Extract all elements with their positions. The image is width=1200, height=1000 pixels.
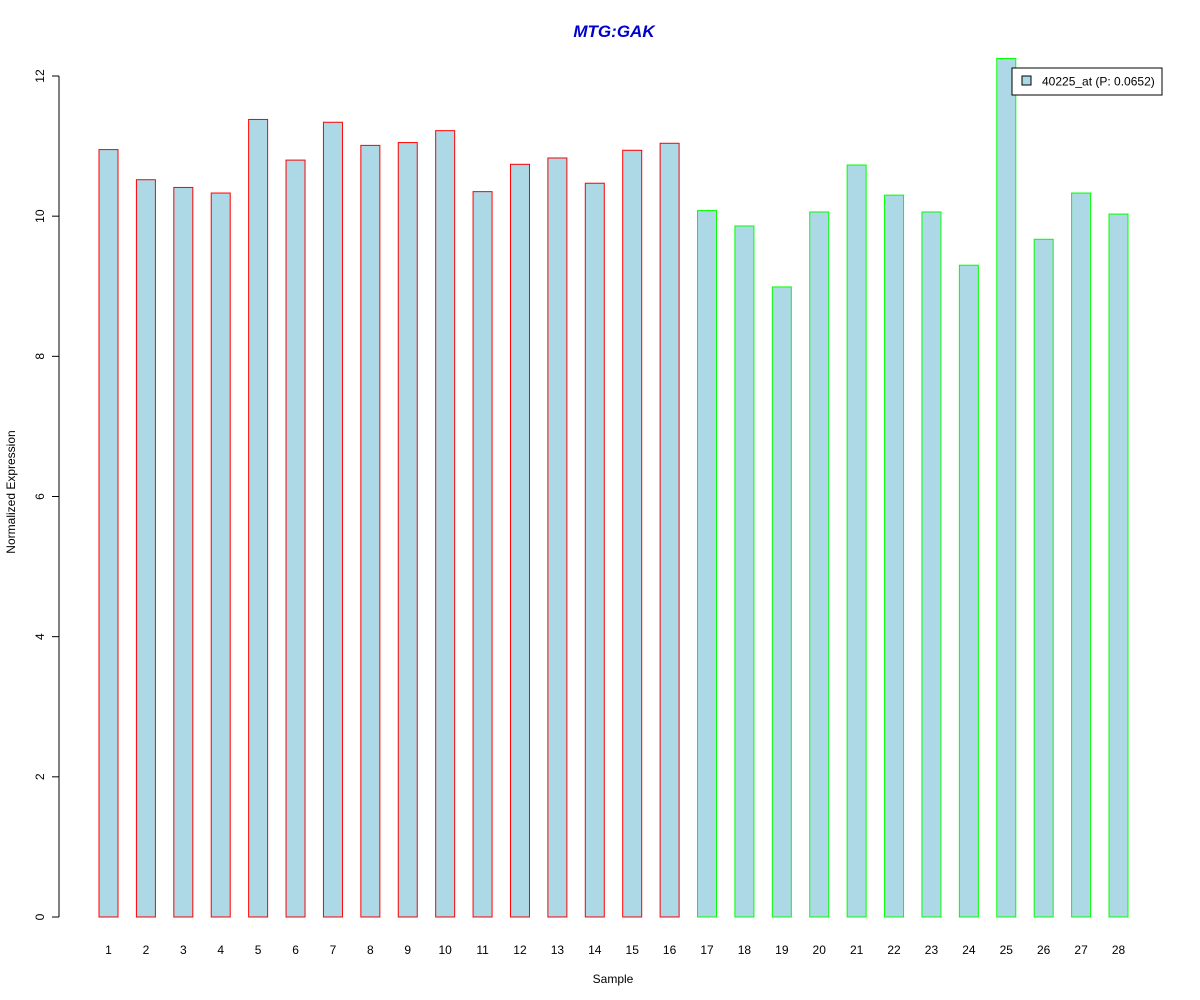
x-tick-label: 1 [105, 943, 112, 957]
x-tick-label: 12 [513, 943, 527, 957]
x-tick-label: 23 [925, 943, 939, 957]
x-tick-label: 27 [1074, 943, 1088, 957]
bar-sample-2 [135, 179, 156, 918]
bar-sample-11 [472, 191, 493, 918]
x-tick-label: 15 [626, 943, 640, 957]
x-tick-label: 19 [775, 943, 789, 957]
y-tick-label: 4 [33, 633, 47, 640]
bar-sample-4 [210, 192, 231, 918]
bar-sample-20 [809, 211, 830, 918]
x-tick-label: 25 [1000, 943, 1014, 957]
bar-sample-7 [322, 121, 343, 918]
bar-sample-16 [659, 142, 680, 918]
x-tick-label: 10 [438, 943, 452, 957]
bar-sample-19 [771, 286, 792, 918]
legend-box [1011, 67, 1163, 96]
y-tick-label: 0 [33, 913, 47, 920]
x-tick-label: 20 [813, 943, 827, 957]
x-tick-label: 4 [217, 943, 224, 957]
x-tick-label: 21 [850, 943, 864, 957]
x-tick-label: 5 [255, 943, 262, 957]
y-tick-label: 10 [33, 209, 47, 223]
bar-sample-1 [98, 149, 119, 918]
bar-sample-8 [360, 144, 381, 918]
bar-sample-24 [958, 264, 979, 918]
x-tick-label: 18 [738, 943, 752, 957]
x-tick-label: 22 [887, 943, 901, 957]
bar-sample-13 [547, 157, 568, 918]
legend-label: 40225_at (P: 0.0652) [1042, 75, 1155, 89]
x-tick-label: 11 [476, 943, 489, 957]
x-tick-label: 24 [962, 943, 976, 957]
x-axis-label: Sample [593, 972, 634, 986]
chart-title: MTG:GAK [573, 22, 656, 41]
bar-sample-27 [1071, 192, 1092, 918]
x-tick-label: 14 [588, 943, 602, 957]
x-tick-label: 2 [143, 943, 150, 957]
bar-sample-28 [1108, 213, 1129, 918]
bar-sample-6 [285, 159, 306, 918]
x-tick-label: 6 [292, 943, 299, 957]
x-tick-label: 7 [330, 943, 337, 957]
bar-sample-3 [173, 186, 194, 918]
x-tick-label: 17 [700, 943, 714, 957]
bar-sample-18 [734, 225, 755, 918]
y-tick-label: 12 [33, 69, 47, 83]
x-tick-label: 3 [180, 943, 187, 957]
x-tick-label: 16 [663, 943, 677, 957]
bar-sample-9 [397, 142, 418, 918]
y-tick-label: 2 [33, 773, 47, 780]
legend: 40225_at (P: 0.0652) [1011, 67, 1163, 96]
x-axis-tick-labels: 1 2 3 4 5 6 7 8 9 10 11 12 13 14 15 16 17 18 19 20 21 22 23 24 2… [105, 943, 1125, 957]
bar-sample-17 [697, 210, 718, 918]
legend-swatch [1021, 75, 1032, 86]
bar-sample-5 [248, 118, 269, 918]
bars-group [98, 57, 1129, 918]
bar-sample-14 [584, 182, 605, 918]
bar-sample-10 [435, 130, 456, 918]
bar-sample-21 [846, 164, 867, 918]
y-tick-label: 8 [33, 353, 47, 360]
bar-sample-23 [921, 211, 942, 918]
bar-sample-22 [884, 194, 905, 918]
bar-sample-25 [996, 57, 1017, 918]
y-axis-ticks: 0 2 4 6 8 10 12 [33, 69, 59, 920]
x-tick-label: 8 [367, 943, 374, 957]
x-tick-label: 26 [1037, 943, 1051, 957]
bar-sample-26 [1033, 238, 1054, 918]
x-tick-label: 9 [404, 943, 411, 957]
x-tick-label: 28 [1112, 943, 1126, 957]
bar-sample-15 [622, 149, 643, 918]
y-tick-label: 6 [33, 493, 47, 500]
x-tick-label: 13 [551, 943, 565, 957]
y-axis-label: Normalized Expression [4, 430, 18, 553]
bar-sample-12 [509, 163, 530, 918]
